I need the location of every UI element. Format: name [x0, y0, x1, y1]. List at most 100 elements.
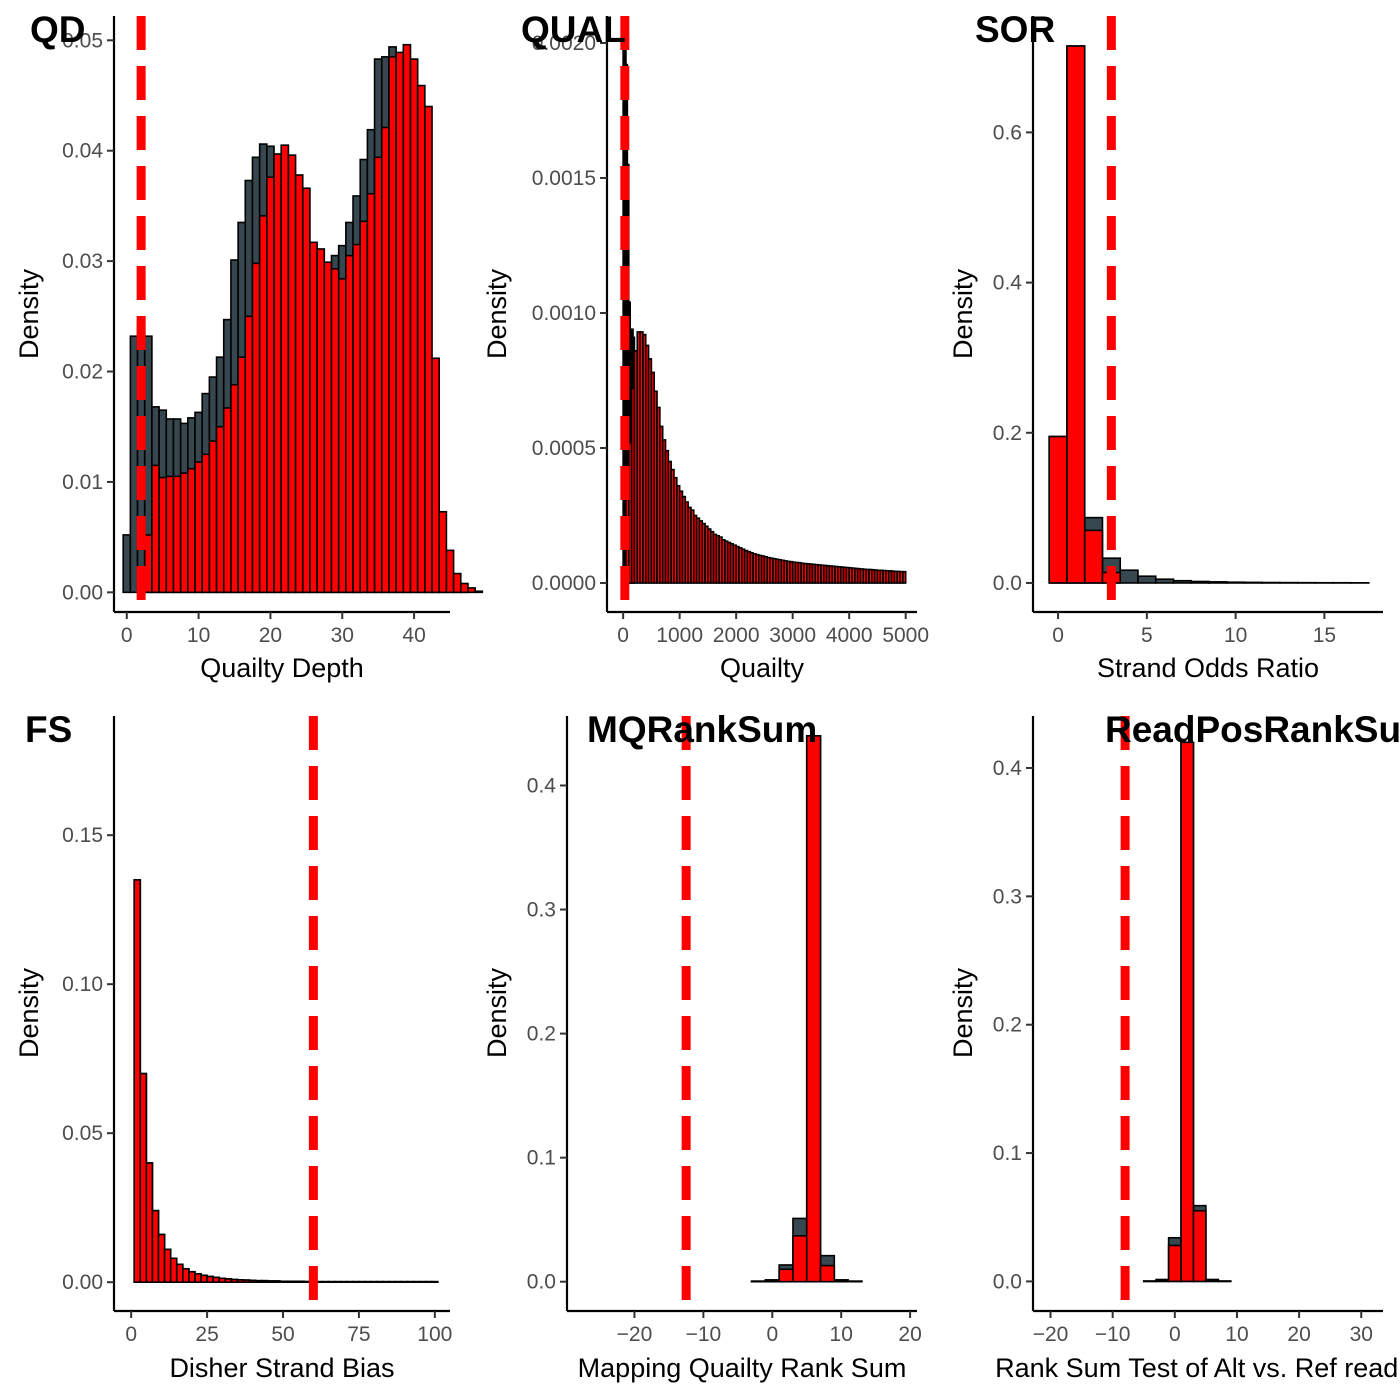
sor-bar — [1243, 581, 1264, 584]
fs-bar — [430, 1280, 439, 1283]
qual-x-axis-title: Quailty — [720, 653, 805, 683]
panel-fs: 0.00 0.05 0.10 0.15 0 25 50 75 100 Disher Strand … — [14, 709, 452, 1383]
fs-y-tick-label: 0.15 — [62, 824, 103, 847]
qd-bar — [467, 587, 476, 594]
readposranksum-x-axis-title: Rank Sum Test of Alt vs. Ref read p — [995, 1353, 1400, 1383]
fs-x-tick-label: 100 — [417, 1323, 452, 1346]
sor-bar — [1208, 581, 1228, 584]
qd-bar — [244, 315, 254, 594]
qual-x-tick-label: 4000 — [826, 624, 873, 647]
fs-bar — [175, 1263, 184, 1283]
qd-bar — [294, 174, 304, 594]
readposranksum-y-axis-title: Density — [948, 967, 978, 1058]
fs-y-tick-label: 0.00 — [62, 1271, 103, 1294]
qd-bar — [208, 440, 218, 594]
fs-bar — [388, 1280, 397, 1283]
fs-bar — [133, 879, 142, 1283]
readposranksum-x-tick-label: 10 — [1225, 1323, 1248, 1346]
qd-bar — [215, 425, 225, 594]
qd-bar — [201, 453, 211, 594]
fs-bar — [273, 1280, 281, 1283]
fs-series-0 — [133, 879, 439, 1283]
mqranksum-bar — [792, 1235, 808, 1283]
readposranksum-bar — [1205, 1279, 1220, 1283]
fs-bar — [394, 1280, 403, 1283]
qd-bar — [301, 187, 311, 594]
qd-y-tick-label: 0.04 — [62, 140, 103, 163]
qual-x-tick-label: 0 — [617, 624, 629, 647]
readposranksum-x-tick-label: −20 — [1033, 1323, 1069, 1346]
sor-panel-tag: SOR — [975, 9, 1055, 50]
qd-y-axis-title: Density — [14, 268, 44, 359]
sor-x-tick-label: 10 — [1224, 624, 1247, 647]
qual-panel-tag: QUAL — [521, 9, 626, 50]
qd-bar — [337, 277, 347, 594]
fs-bar — [424, 1280, 433, 1283]
qd-bar — [445, 549, 455, 594]
sor-series-0 — [1048, 45, 1370, 584]
fs-bar — [327, 1280, 336, 1283]
qual-series-1 — [625, 331, 907, 584]
mqranksum-x-tick-label: −10 — [686, 1323, 722, 1346]
qd-bar — [366, 192, 376, 594]
qd-bar — [158, 476, 168, 594]
fs-bar — [339, 1280, 348, 1283]
mqranksum-panel-tag: MQRankSum — [587, 709, 817, 750]
sor-y-axis-title: Density — [948, 268, 978, 359]
sor-bar — [1190, 580, 1210, 584]
fs-bar — [182, 1267, 190, 1283]
qd-bar — [474, 590, 484, 594]
qd-bar — [251, 262, 261, 594]
mqranksum-y-tick-label: 0.3 — [527, 899, 556, 922]
fs-bar — [418, 1280, 427, 1283]
qd-bar — [230, 383, 239, 594]
qd-bar — [151, 464, 160, 594]
qual-y-axis-title: Density — [482, 268, 512, 359]
fs-x-axis-title: Disher Strand Bias — [169, 1353, 394, 1383]
sor-bar — [1083, 529, 1104, 584]
qd-bar — [222, 407, 232, 594]
readposranksum-y-tick-label: 0.2 — [993, 1014, 1022, 1037]
qd-y-tick-label: 0.01 — [62, 471, 103, 494]
qd-x-tick-label: 0 — [121, 624, 133, 647]
fs-y-tick-label: 0.10 — [62, 973, 103, 996]
qd-bar — [273, 153, 282, 594]
sor-x-axis-title: Strand Odds Ratio — [1097, 653, 1319, 683]
sor-bar — [1066, 45, 1086, 584]
readposranksum-series-1 — [1142, 741, 1232, 1283]
sor-x-tick-label: 0 — [1052, 624, 1064, 647]
mqranksum-y-tick-label: 0.0 — [527, 1271, 556, 1294]
readposranksum-y-tick-label: 0.1 — [993, 1142, 1022, 1165]
panel-mqranksum: 0.0 0.1 0.2 0.3 0.4 −20 −10 0 10 20 Mapping Quailt… — [482, 709, 922, 1383]
readposranksum-bar — [1155, 1279, 1170, 1283]
mqranksum-bar — [805, 735, 822, 1283]
sor-x-tick-label: 15 — [1313, 624, 1336, 647]
qd-bar — [237, 356, 247, 594]
qual-x-tick-label: 2000 — [713, 624, 760, 647]
fs-bar — [145, 1162, 154, 1283]
qd-bar — [287, 154, 297, 594]
qd-bar — [402, 43, 412, 594]
qd-bar — [352, 243, 362, 594]
mqranksum-bar — [778, 1268, 794, 1283]
readposranksum-bar — [1167, 1244, 1182, 1283]
qual-y-tick-label: 0.0020 — [532, 32, 596, 55]
mqranksum-y-tick-label: 0.2 — [527, 1023, 556, 1046]
readposranksum-y-tick-label: 0.0 — [993, 1270, 1022, 1293]
fs-bar — [285, 1280, 293, 1283]
sor-y-tick-label: 0.0 — [993, 572, 1022, 595]
qual-x-tick-label: 5000 — [882, 624, 929, 647]
sor-bar — [1048, 435, 1068, 584]
qd-x-tick-label: 20 — [259, 624, 282, 647]
qd-bar — [416, 84, 426, 594]
fs-bar — [358, 1280, 366, 1283]
qd-bar — [258, 215, 268, 594]
readposranksum-x-tick-label: 30 — [1350, 1323, 1373, 1346]
panel-sor: 0.0 0.2 0.4 0.6 0 5 10 15 Strand Odds Ratio Densi… — [948, 9, 1383, 683]
readposranksum-x-tick-label: −10 — [1095, 1323, 1131, 1346]
fs-x-tick-label: 50 — [271, 1323, 294, 1346]
fs-y-axis-title: Density — [14, 967, 44, 1058]
fs-bar — [406, 1280, 415, 1283]
qd-series-1 — [143, 43, 484, 594]
